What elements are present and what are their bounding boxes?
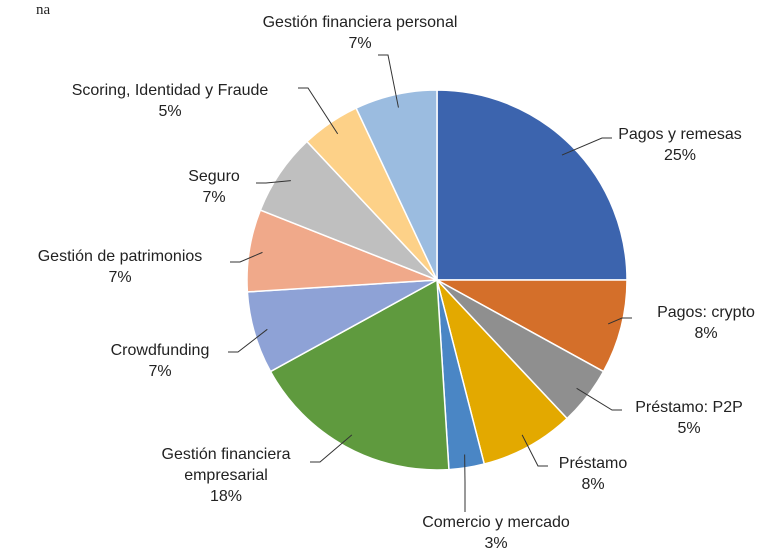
slice-label: Pagos: crypto 8% [606, 302, 773, 344]
leader-line [256, 180, 291, 184]
category-label: Pagos: crypto [657, 304, 755, 321]
category-label: Gestión de patrimonios [37, 248, 203, 265]
slice-label: Seguro 7% [114, 166, 314, 208]
leader-line [228, 328, 268, 353]
value-label: 5% [158, 103, 182, 120]
value-label: 8% [581, 476, 605, 493]
leader-line [298, 87, 339, 135]
slice-label: Gestión financiera empresarial 18% [141, 444, 311, 507]
leader-line [607, 317, 632, 325]
category-label: Crowdfunding [110, 342, 210, 359]
chart-title: na [36, 2, 51, 18]
category-label: Seguro [188, 168, 240, 185]
category-label: Préstamo [558, 455, 628, 472]
leader-line [521, 434, 548, 467]
pie-slice [269, 278, 450, 471]
slice-label: Gestión de patrimonios 7% [0, 246, 240, 288]
category-label: Scoring, Identidad y Fraude [71, 82, 269, 99]
value-label: 7% [148, 363, 172, 380]
slice-label: Scoring, Identidad y Fraude 5% [40, 80, 300, 122]
leader-line [310, 434, 353, 463]
leader-line [576, 387, 622, 411]
slice-label: Crowdfunding 7% [60, 340, 260, 382]
slice-label: Préstamo: P2P 5% [589, 397, 773, 439]
leader-line [561, 137, 612, 156]
category-label: Préstamo: P2P [635, 399, 743, 416]
value-label: 25% [663, 147, 697, 164]
value-label: 5% [677, 420, 701, 437]
slice-label: Comercio y mercado 3% [396, 512, 596, 554]
category-label: Comercio y mercado [422, 514, 570, 531]
leader-line [230, 251, 263, 263]
value-label: 7% [202, 189, 226, 206]
category-label: Gestión financiera empresarial [161, 446, 291, 484]
pie-slice [436, 89, 628, 281]
value-label: 8% [694, 325, 718, 342]
value-label: 7% [108, 269, 132, 286]
category-label: Pagos y remesas [618, 126, 742, 143]
value-label: 7% [348, 35, 372, 52]
value-label: 3% [484, 535, 508, 552]
slice-label: Gestión financiera personal 7% [230, 12, 490, 54]
leader-line [378, 54, 399, 108]
category-label: Gestión financiera personal [262, 14, 458, 31]
slice-label: Préstamo 8% [493, 453, 693, 495]
pie-slice [436, 279, 628, 373]
slice-label: Pagos y remesas 25% [580, 124, 773, 166]
value-label: 18% [209, 488, 243, 505]
